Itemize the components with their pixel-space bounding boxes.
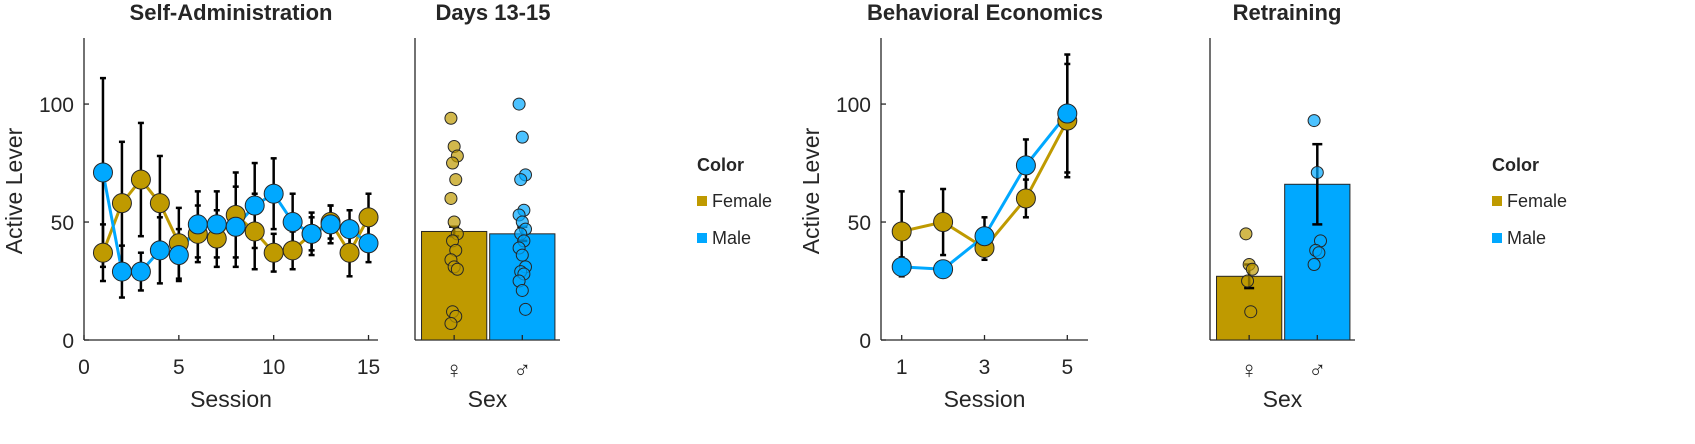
data-point-male xyxy=(187,214,208,235)
data-point-male xyxy=(92,162,113,183)
legend-swatch-female xyxy=(697,196,707,206)
chart-title: Behavioral Economics xyxy=(867,0,1103,25)
x-tick-label: 10 xyxy=(262,356,285,379)
x-axis-label: Session xyxy=(944,386,1026,412)
x-tick-label: 1 xyxy=(896,356,908,379)
data-point-male xyxy=(168,245,189,266)
legend-label-male: Male xyxy=(712,228,751,248)
legend-swatch-male xyxy=(697,233,707,243)
data-point-female xyxy=(263,242,284,263)
data-point-female xyxy=(933,212,954,233)
legend-label-female: Female xyxy=(712,191,772,211)
data-point-male xyxy=(282,212,303,233)
data-point-male xyxy=(111,261,132,282)
subject-point xyxy=(515,248,529,262)
x-tick-label: 3 xyxy=(979,356,991,379)
chart-title: Days 13-15 xyxy=(436,0,551,25)
x-tick-label: 15 xyxy=(357,356,380,379)
subject-point xyxy=(512,97,526,111)
legend-title: Color xyxy=(697,155,744,175)
subject-point xyxy=(515,130,529,144)
x-axis-label: Sex xyxy=(1263,386,1303,412)
y-axis-label: Active Lever xyxy=(798,127,824,254)
subject-point xyxy=(519,302,532,316)
subject-point xyxy=(1312,246,1326,260)
x-tick-label: 0 xyxy=(78,356,90,379)
legend-swatch-male xyxy=(1492,233,1502,243)
x-tick-label: ♀ xyxy=(1240,357,1258,384)
data-point-female xyxy=(1015,188,1036,209)
data-point-male xyxy=(149,240,170,261)
y-tick-label: 100 xyxy=(39,94,74,117)
legend-title: Color xyxy=(1492,155,1539,175)
subject-point xyxy=(450,262,464,276)
subject-point xyxy=(1307,258,1321,271)
data-point-male xyxy=(206,214,227,235)
data-point-female xyxy=(358,207,379,228)
x-axis-label: Sex xyxy=(468,386,508,412)
data-point-male xyxy=(891,256,912,277)
x-axis-label: Session xyxy=(190,386,272,412)
subject-point xyxy=(1241,274,1255,288)
subject-point xyxy=(446,156,460,170)
data-point-female xyxy=(130,169,151,190)
x-tick-label: ♀ xyxy=(445,357,463,384)
data-point-male xyxy=(933,259,954,280)
subject-point xyxy=(447,215,461,229)
y-tick-label: 0 xyxy=(859,330,871,353)
x-tick-label: ♂ xyxy=(1308,357,1326,384)
subject-point xyxy=(514,173,528,187)
data-point-male xyxy=(301,223,322,244)
data-point-male xyxy=(358,233,379,254)
data-point-male xyxy=(244,195,265,216)
data-point-male xyxy=(974,226,995,247)
data-point-male xyxy=(1057,103,1078,124)
y-tick-label: 100 xyxy=(836,94,871,117)
data-point-female xyxy=(111,193,132,214)
data-point-female xyxy=(339,242,360,263)
y-axis-label: Active Lever xyxy=(1,127,27,254)
subject-point xyxy=(1245,262,1259,276)
data-point-male xyxy=(225,216,246,237)
data-point-female xyxy=(149,193,170,214)
data-point-female xyxy=(891,221,912,242)
x-tick-label: 5 xyxy=(1061,356,1073,379)
data-point-female xyxy=(244,221,265,242)
subject-point xyxy=(1307,114,1321,128)
subject-point xyxy=(515,283,529,297)
data-point-female xyxy=(282,240,303,261)
subject-point xyxy=(1244,305,1258,319)
data-point-male xyxy=(263,183,284,204)
x-tick-label: 5 xyxy=(173,356,185,379)
subject-point xyxy=(449,173,463,187)
legend-label-female: Female xyxy=(1507,191,1567,211)
y-tick-label: 0 xyxy=(62,330,74,353)
chart-title: Self-Administration xyxy=(130,0,333,25)
chart-title: Retraining xyxy=(1233,0,1342,25)
data-point-male xyxy=(320,214,341,235)
data-point-male xyxy=(339,219,360,240)
legend-label-male: Male xyxy=(1507,228,1546,248)
data-point-male xyxy=(130,261,151,282)
y-tick-label: 50 xyxy=(51,212,74,235)
legend-swatch-female xyxy=(1492,196,1502,206)
x-tick-label: ♂ xyxy=(513,357,531,384)
data-point-male xyxy=(1015,155,1036,176)
data-point-female xyxy=(92,242,113,263)
subject-point xyxy=(444,111,458,125)
y-tick-label: 50 xyxy=(848,212,871,235)
subject-point xyxy=(1239,227,1253,241)
subject-point xyxy=(444,316,458,330)
subject-point xyxy=(1310,165,1324,179)
subject-point xyxy=(444,191,458,205)
